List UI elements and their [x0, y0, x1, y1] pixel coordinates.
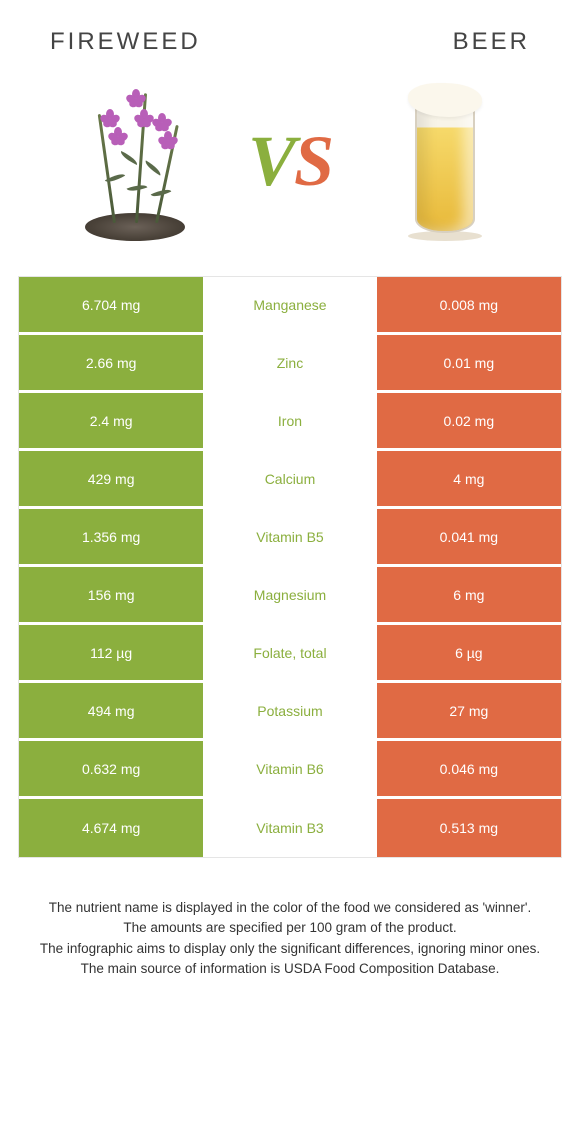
footer-line: The infographic aims to display only the… [30, 939, 550, 959]
nutrient-name: Manganese [203, 277, 376, 332]
left-food-title: Fireweed [50, 28, 201, 56]
right-value: 0.046 mg [377, 741, 561, 796]
left-value: 6.704 mg [19, 277, 203, 332]
nutrient-name: Folate, total [203, 625, 376, 680]
nutrient-row: 156 mgMagnesium6 mg [19, 567, 561, 625]
footer-line: The main source of information is USDA F… [30, 959, 550, 979]
right-value: 27 mg [377, 683, 561, 738]
left-value: 112 µg [19, 625, 203, 680]
right-value: 0.513 mg [377, 799, 561, 857]
nutrient-name: Magnesium [203, 567, 376, 622]
nutrient-row: 4.674 mgVitamin B30.513 mg [19, 799, 561, 857]
nutrient-comparison-table: 6.704 mgManganese0.008 mg2.66 mgZinc0.01… [18, 276, 562, 858]
right-value: 0.008 mg [377, 277, 561, 332]
nutrient-row: 2.66 mgZinc0.01 mg [19, 335, 561, 393]
right-value: 0.02 mg [377, 393, 561, 448]
footer-line: The amounts are specified per 100 gram o… [30, 918, 550, 938]
right-value: 0.01 mg [377, 335, 561, 390]
left-value: 494 mg [19, 683, 203, 738]
right-value: 0.041 mg [377, 509, 561, 564]
vs-label: VS [248, 120, 332, 203]
nutrient-row: 6.704 mgManganese0.008 mg [19, 277, 561, 335]
right-value: 6 mg [377, 567, 561, 622]
nutrient-name: Vitamin B6 [203, 741, 376, 796]
footer-line: The nutrient name is displayed in the co… [30, 898, 550, 918]
right-food-title: Beer [453, 28, 530, 56]
left-value: 156 mg [19, 567, 203, 622]
header: Fireweed Beer [0, 0, 580, 66]
nutrient-row: 112 µgFolate, total6 µg [19, 625, 561, 683]
left-value: 4.674 mg [19, 799, 203, 857]
nutrient-name: Vitamin B5 [203, 509, 376, 564]
nutrient-row: 429 mgCalcium4 mg [19, 451, 561, 509]
right-value: 4 mg [377, 451, 561, 506]
left-value: 2.66 mg [19, 335, 203, 390]
left-value: 2.4 mg [19, 393, 203, 448]
footer-notes: The nutrient name is displayed in the co… [0, 858, 580, 979]
nutrient-row: 0.632 mgVitamin B60.046 mg [19, 741, 561, 799]
nutrient-name: Potassium [203, 683, 376, 738]
left-value: 429 mg [19, 451, 203, 506]
vs-s: S [294, 121, 332, 201]
nutrient-row: 2.4 mgIron0.02 mg [19, 393, 561, 451]
nutrient-name: Vitamin B3 [203, 799, 376, 857]
right-value: 6 µg [377, 625, 561, 680]
nutrient-name: Zinc [203, 335, 376, 390]
left-value: 0.632 mg [19, 741, 203, 796]
nutrient-row: 1.356 mgVitamin B50.041 mg [19, 509, 561, 567]
left-value: 1.356 mg [19, 509, 203, 564]
fireweed-image [60, 81, 210, 241]
nutrient-row: 494 mgPotassium27 mg [19, 683, 561, 741]
hero-row: VS [0, 66, 580, 266]
beer-image [370, 81, 520, 241]
vs-v: V [248, 121, 294, 201]
nutrient-name: Calcium [203, 451, 376, 506]
nutrient-name: Iron [203, 393, 376, 448]
